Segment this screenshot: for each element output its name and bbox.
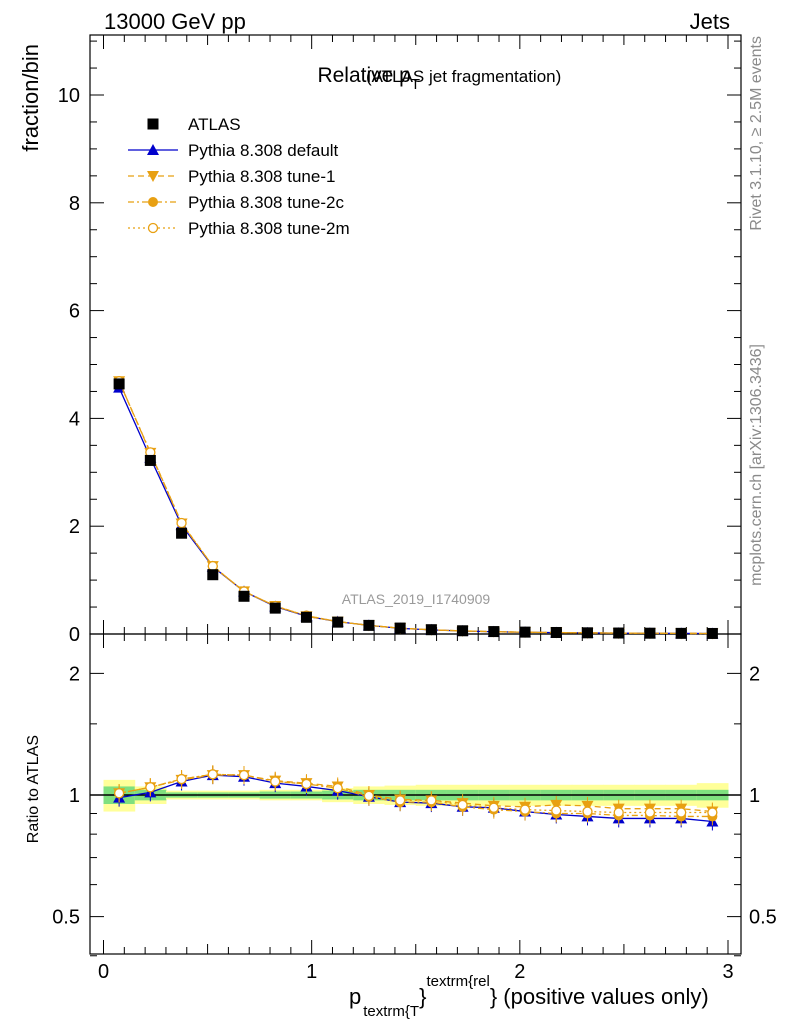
main-point-data <box>706 627 718 639</box>
x-label-rest: } (positive values only) <box>490 984 709 1009</box>
main-y-tick-label: 8 <box>69 193 80 215</box>
ratio-point-tune2m <box>145 782 156 793</box>
main-line-tune2m <box>118 380 713 635</box>
main-y-tick-label: 2 <box>69 516 80 538</box>
ratio-point-tune2m <box>301 778 312 790</box>
main-point-data <box>519 626 531 638</box>
main-point-data <box>644 627 656 639</box>
legend-marker-data <box>147 118 159 130</box>
main-point-data <box>269 602 281 614</box>
main-point-data <box>300 611 312 623</box>
ratio-line-tune2m <box>118 773 713 814</box>
ratio-point-tune2m <box>644 807 656 818</box>
plot-title-main: Relative p <box>317 64 410 87</box>
main-point-data <box>238 590 250 602</box>
ratio-point-tune2m <box>582 806 593 817</box>
main-ylabel: fraction/bin <box>18 44 43 152</box>
ratio-y-tick-label: 1 <box>69 785 80 807</box>
main-y-tick-label: 10 <box>58 85 80 107</box>
ratio-point-tune2m <box>238 769 250 781</box>
ratio-y-tick-label-right: 2 <box>749 663 760 685</box>
main-y-tick-label: 6 <box>69 301 80 323</box>
ratio-point-tune2m <box>363 790 375 802</box>
ratio-point-tune2m <box>426 795 437 806</box>
legend-marker-tune1 <box>147 171 159 182</box>
plot-title-paren: (ATLAS jet fragmentation) <box>366 67 561 86</box>
main-y-tick-label: 0 <box>69 624 80 646</box>
ratio-uncertainty-bands <box>103 779 729 812</box>
x-tick-label: 0 <box>98 961 109 983</box>
ratio-point-tune2m <box>457 799 468 811</box>
x-label-sup: textrm{rel <box>426 973 489 990</box>
ratio-ylabel: Ratio to ATLAS <box>25 735 42 843</box>
main-point-data <box>425 624 437 636</box>
main-point-data <box>581 627 593 639</box>
ratio-point-tune2m <box>270 776 281 787</box>
ratio-y-tick-label-right: 0.5 <box>749 907 777 929</box>
ratio-point-tune2m <box>613 807 624 818</box>
main-y-tick-label: 4 <box>69 408 80 430</box>
legend-label-tune1: Pythia 8.308 tune-1 <box>188 167 335 186</box>
main-point-data <box>332 616 344 628</box>
x-axis-label: ptextrm{T}textrm{rel} (positive values o… <box>349 973 709 1020</box>
ratio-point-tune2m <box>332 782 343 794</box>
x-label-p: p <box>349 984 361 1009</box>
header-left: 13000 GeV pp <box>104 9 246 34</box>
x-label-sub: textrm{T <box>363 1003 419 1020</box>
ratio-point-tune2m <box>176 773 187 785</box>
main-point-data <box>176 527 188 539</box>
x-tick-label: 3 <box>722 961 733 983</box>
x-tick-label: 2 <box>514 961 525 983</box>
ratio-y-tick-label-right: 1 <box>749 785 760 807</box>
main-point-data <box>113 378 125 390</box>
ratio-point-tune2m <box>113 788 125 799</box>
ratio-point-tune2m <box>519 804 531 815</box>
ratio-point-tune2m <box>551 805 562 816</box>
analysis-watermark: ATLAS_2019_I1740909 <box>342 591 491 607</box>
ratio-y-tick-label: 2 <box>69 663 80 685</box>
main-point-data <box>394 622 406 634</box>
legend-marker-default <box>147 144 159 155</box>
legend: ATLAS Pythia 8.308 default Pythia 8.308 tu… <box>128 115 350 238</box>
ratio-point-tune2m <box>707 807 718 818</box>
main-point-data <box>144 454 156 466</box>
x-tick-label: 1 <box>306 961 317 983</box>
main-point-data <box>207 569 219 581</box>
main-point-data <box>363 619 375 631</box>
x-label-brace: } <box>419 984 426 1009</box>
main-point-data <box>550 626 562 638</box>
main-point-tune2m <box>176 517 187 529</box>
legend-marker-tune2m <box>147 222 159 234</box>
legend-label-tune2c: Pythia 8.308 tune-2c <box>188 193 344 212</box>
ratio-point-tune2m <box>676 807 687 818</box>
ratio-point-tune2m <box>394 795 406 806</box>
ratio-y-tick-label: 0.5 <box>52 907 80 929</box>
main-point-data <box>675 627 687 639</box>
main-point-data <box>488 626 500 638</box>
main-point-data <box>457 625 469 637</box>
legend-marker-tune2c <box>148 197 158 207</box>
rivet-label: Rivet 3.1.10, ≥ 2.5M events <box>748 36 765 231</box>
plot-title: Relative pT <box>317 64 420 93</box>
axes: 0 2 4 6 8 10 0.5 0.5 1 1 2 2 0 1 2 3 <box>52 35 777 983</box>
legend-label-tune2m: Pythia 8.308 tune-2m <box>188 219 350 238</box>
ratio-point-tune2m <box>207 769 218 780</box>
main-point-data <box>613 627 625 639</box>
main-series-layer <box>113 376 719 640</box>
header-right: Jets <box>690 9 730 34</box>
legend-label-default: Pythia 8.308 default <box>188 141 339 160</box>
legend-label-data: ATLAS <box>188 115 241 134</box>
mcplots-label: mcplots.cern.ch [arXiv:1306.3436] <box>748 344 765 586</box>
ratio-series-layer <box>113 765 719 831</box>
ratio-point-tune2m <box>488 802 499 813</box>
plot-title-sub: T <box>411 76 420 93</box>
